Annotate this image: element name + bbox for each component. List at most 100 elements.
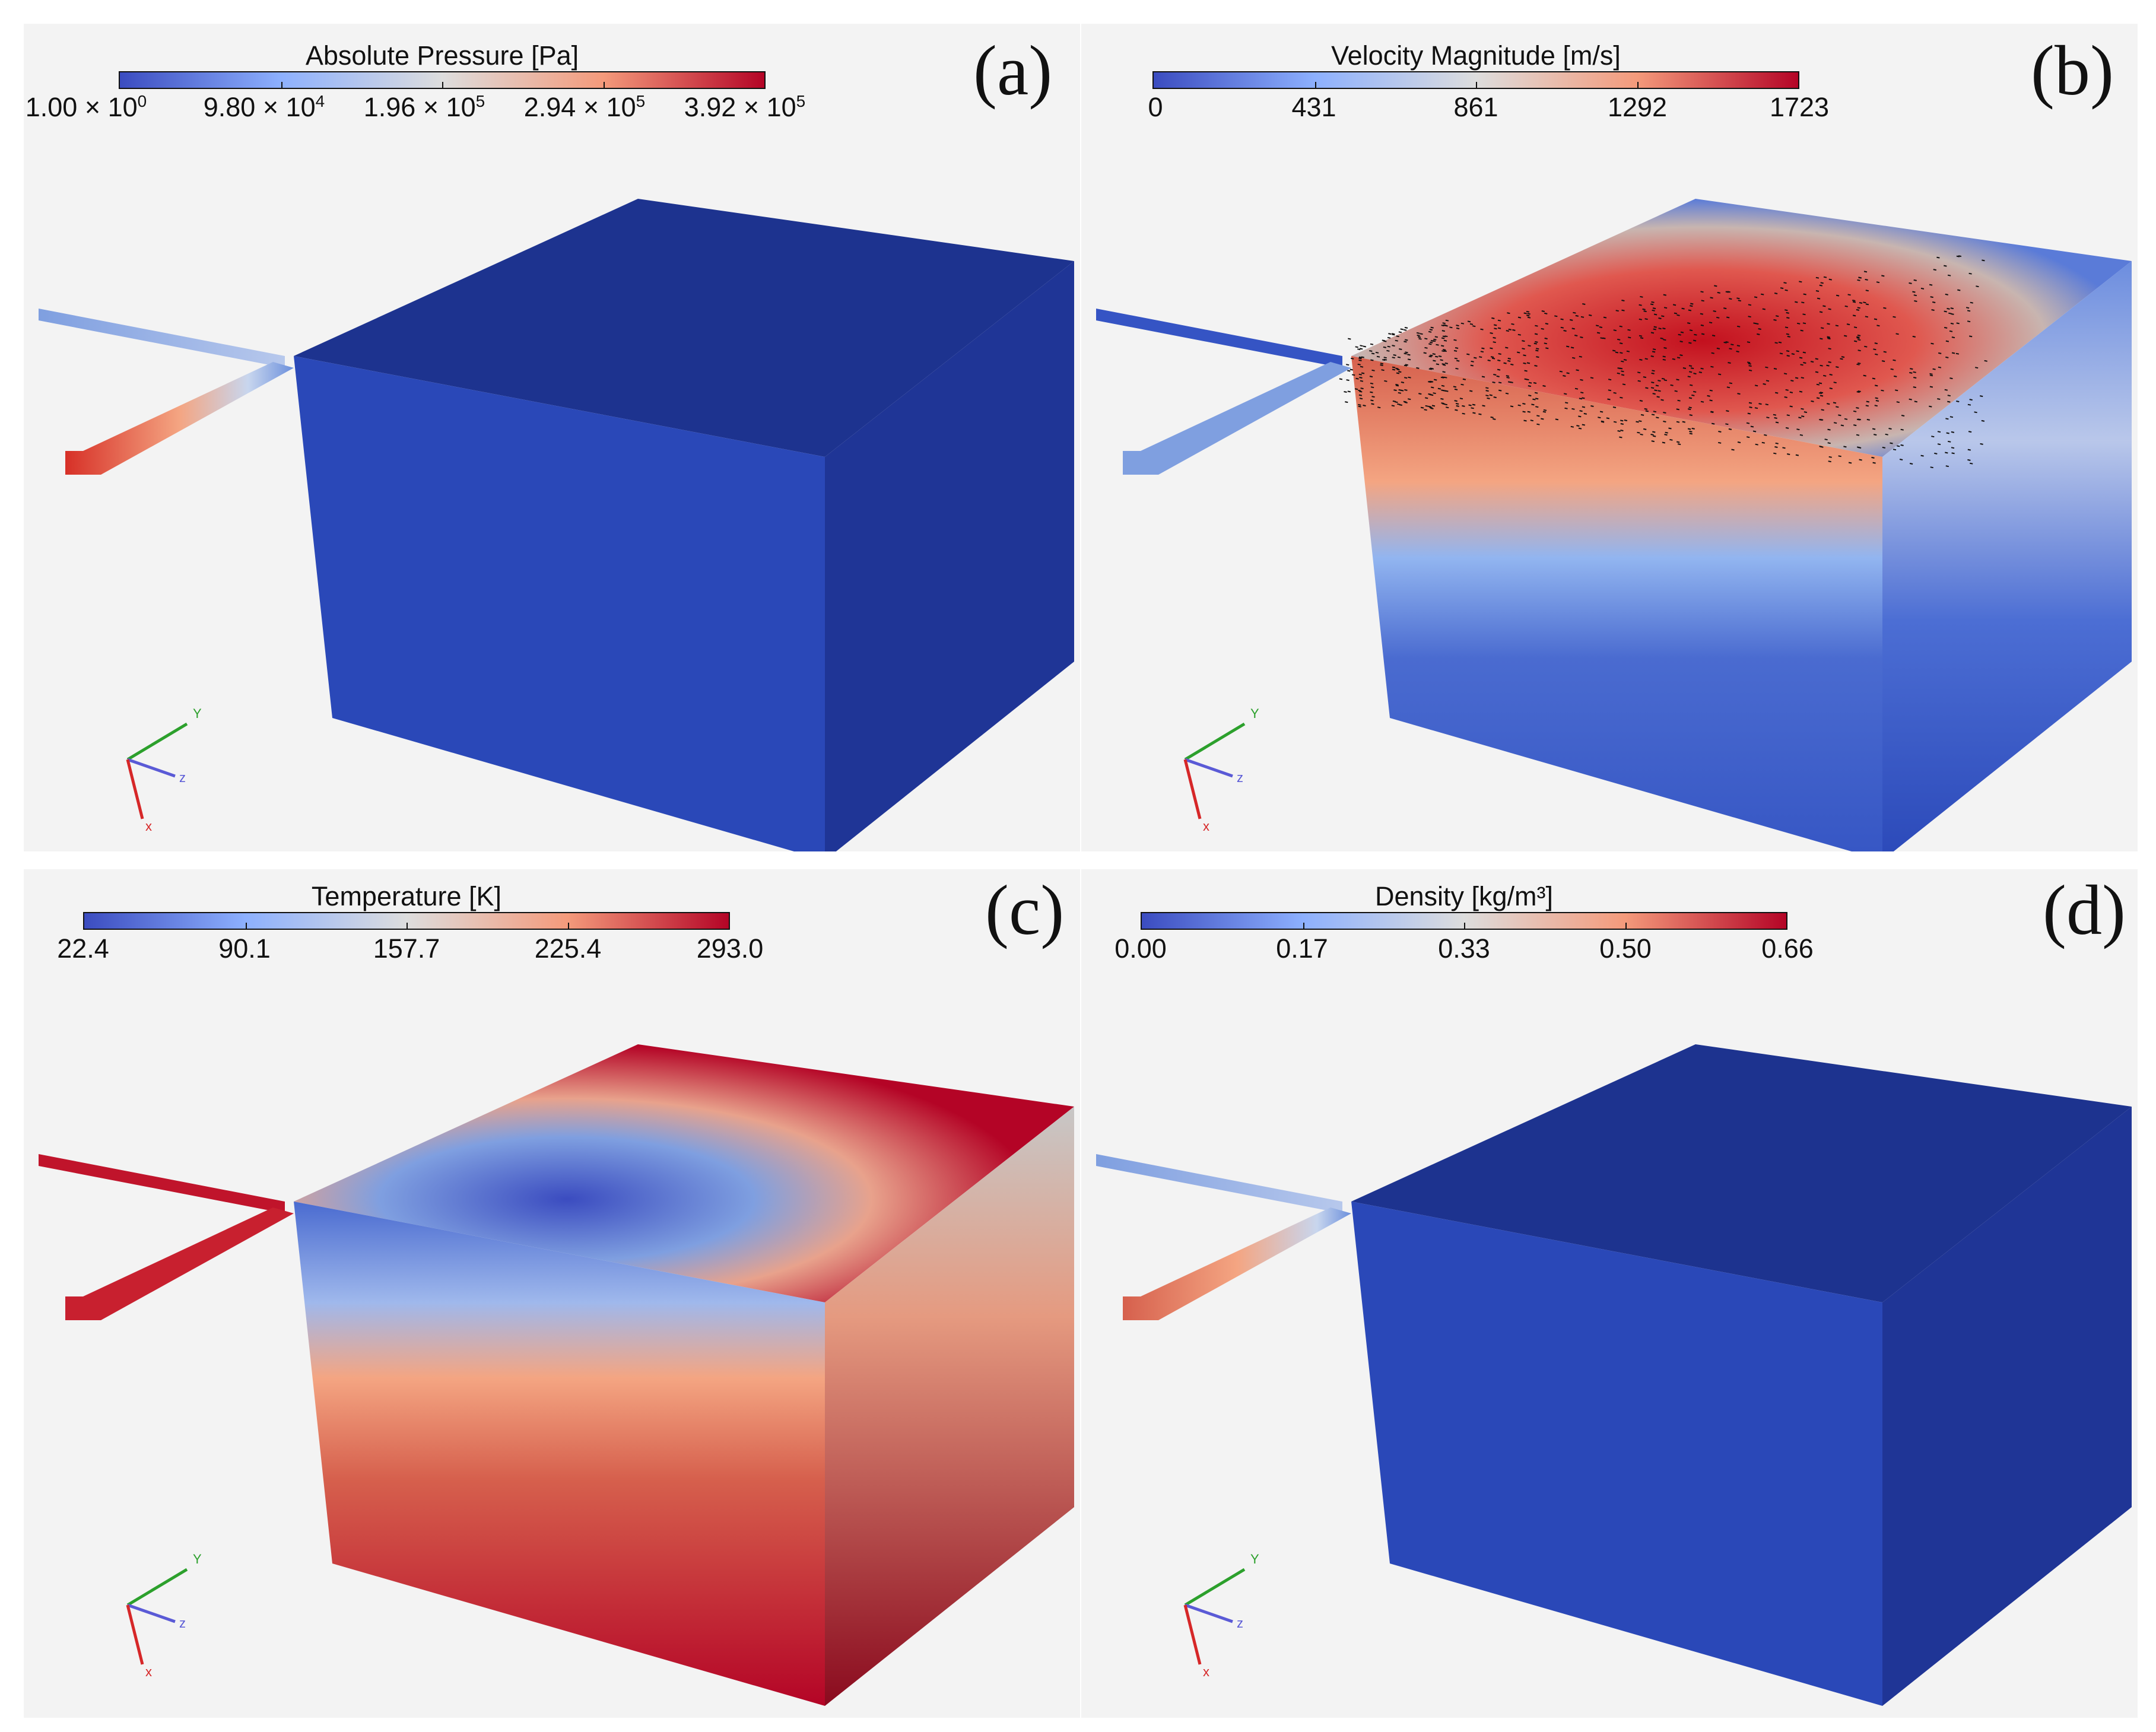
particle [1619,436,1622,438]
particle [1775,442,1779,444]
tick-label: 431 [1291,92,1336,122]
particle [1395,367,1399,370]
particle [1712,335,1716,337]
particle [1801,415,1805,418]
particle [1431,405,1436,407]
particle [1523,362,1526,364]
particle [1481,347,1485,349]
particle [1395,383,1399,386]
particle [1820,392,1824,394]
particle [1395,384,1399,387]
particle [1491,317,1495,319]
axis-z-label: z [179,1616,186,1631]
particle [1493,396,1497,399]
particle [1967,320,1971,323]
particle [1827,323,1830,325]
particle [1607,398,1611,401]
particle [1392,357,1395,359]
particle [1660,399,1664,401]
particle [1626,350,1630,352]
particle [1441,325,1444,327]
particle [1716,347,1720,349]
particle [1565,402,1568,404]
particle [1799,281,1802,283]
particle [1579,398,1583,400]
particle [1578,427,1582,430]
particle [1787,335,1790,338]
particle [1698,371,1702,373]
particle [1485,387,1489,389]
particle [1652,307,1656,310]
particle [1737,393,1741,395]
particle [1442,335,1446,338]
particle [1619,325,1622,328]
particle [1564,407,1568,409]
particle [1637,380,1641,382]
particle [1497,360,1501,361]
particle [1947,274,1951,277]
particle [1894,375,1897,377]
particle [1856,363,1860,366]
tick-label: 157.7 [373,933,440,964]
particle [1498,389,1502,392]
particle [1466,353,1470,355]
particle [1643,428,1647,430]
panel-label: (d) [2043,870,2126,949]
particle [1358,359,1362,361]
particle [1827,336,1830,338]
particle [1874,318,1878,320]
particle [1951,447,1955,449]
particle [1496,375,1500,377]
particle [1856,434,1860,436]
velocity-render: Y z x [1096,199,2132,851]
particle [1723,341,1727,344]
tick-label: 293.0 [696,933,764,964]
particle [1766,380,1770,382]
particle [1912,291,1916,293]
tick-label: 1723 [1769,92,1830,122]
particle [1967,310,1971,312]
particle [1480,328,1484,330]
particle [1522,348,1525,350]
particle [1370,391,1373,393]
particle [1580,392,1584,394]
particle [1469,323,1474,325]
particle [1688,309,1692,312]
particle [1651,382,1655,384]
tick-label: 3.92 × 105 [684,92,806,122]
particle [1913,377,1917,379]
particle [1396,372,1400,374]
particle [1882,446,1886,449]
tick-label: 9.80 × 104 [203,92,325,122]
particle [1508,328,1512,330]
axis-y-label: Y [193,706,202,721]
particle [1736,345,1741,347]
particle [1819,284,1822,287]
particle [1652,431,1656,433]
particle [1663,339,1666,341]
particle [1863,271,1868,273]
nozzle-pipe [65,362,294,475]
particle [1603,316,1607,319]
particle [1400,389,1404,392]
particle [1672,304,1676,306]
particle [1433,338,1437,341]
particle [1762,308,1766,310]
particle [1820,338,1823,340]
particle [1810,361,1814,363]
particle [1391,405,1395,407]
particle [1511,323,1514,325]
particle [1599,326,1603,328]
particle [1674,390,1678,392]
particle [1360,345,1363,347]
particle [1951,336,1955,339]
particle [1541,418,1544,420]
particle [1710,297,1713,299]
particle [1852,300,1856,301]
particle [1844,418,1848,420]
particle [1498,382,1502,384]
particle [1517,316,1522,319]
particle [1441,330,1445,332]
inlet-pipe [1096,1154,1342,1213]
particle [1615,351,1619,354]
